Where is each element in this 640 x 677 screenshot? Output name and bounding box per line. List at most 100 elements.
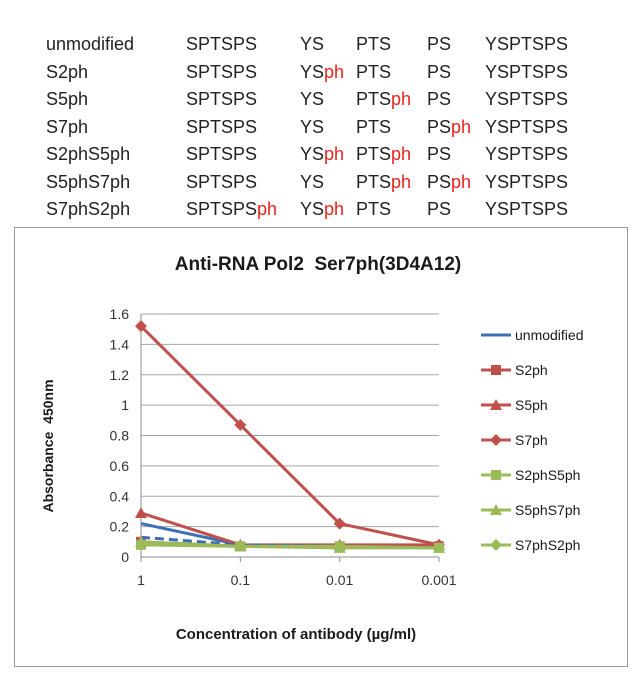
series-line <box>140 540 439 550</box>
data-point <box>135 320 147 333</box>
sequence-segment: YSPTSPS <box>485 144 569 164</box>
legend-entry: S2ph <box>481 362 548 378</box>
sequence-segment: YS <box>300 61 325 82</box>
peptide-row: unmodified SPTSPS YS PTS PS YSPTSPS <box>0 34 640 60</box>
legend-entry: S5phS7ph <box>481 502 580 518</box>
grid-lines <box>141 313 439 528</box>
peptide-name: S2phS5ph <box>46 144 131 164</box>
legend-label: S2ph <box>515 362 548 378</box>
sequence-segment: PTS <box>356 199 392 219</box>
sequence-segment: PTS <box>356 116 392 137</box>
y-tick-label: 0.4 <box>110 488 130 504</box>
legend-label: S5ph <box>515 397 548 413</box>
sequence-segment: YSPTSPS <box>485 116 569 137</box>
phospho-mark: ph <box>451 171 472 192</box>
peptide-row: S7ph SPTSPS YS PTS PS ph YSPTSPS <box>0 117 640 143</box>
phospho-mark: ph <box>391 144 412 164</box>
series-S7phS2ph <box>135 535 445 553</box>
peptide-name: S5ph <box>46 89 89 109</box>
sequence-segment: PTS <box>356 34 392 54</box>
legend-marker <box>490 539 502 551</box>
peptide-name: unmodified <box>46 34 135 54</box>
sequence-segment: YS <box>300 89 325 109</box>
x-axis-label: Concentration of antibody (µg/ml) <box>176 626 416 643</box>
legend-entry: S5ph <box>481 397 548 413</box>
data-point <box>433 541 445 553</box>
series-line <box>140 535 440 550</box>
phospho-mark: ph <box>451 116 472 137</box>
peptide-row: S5ph SPTSPS YS PTS ph PS YSPTSPS <box>0 89 640 115</box>
phospho-mark: ph <box>257 199 278 219</box>
x-tick-label: 0.01 <box>326 572 353 588</box>
sequence-segment: YSPTSPS <box>485 89 569 109</box>
peptide-name: S7phS2ph <box>46 199 131 219</box>
chart-title: Anti-RNA Pol2 Ser7ph(3D4A12) <box>175 254 461 275</box>
sequence-segment: YSPTSPS <box>485 61 569 82</box>
x-tick-label: 0.001 <box>421 572 456 588</box>
legend-label: S5phS7ph <box>515 502 580 518</box>
peptide-row: S2ph SPTSPS YS ph PTS PS YSPTSPS <box>0 62 640 88</box>
legend-marker <box>490 399 502 410</box>
series-line <box>140 511 439 547</box>
x-tick-label: 1 <box>137 572 145 588</box>
y-tick-label: 1.6 <box>110 306 130 322</box>
legend-entry: S2phS5ph <box>481 467 580 483</box>
sequence-segment: YSPTSPS <box>485 171 569 192</box>
phospho-mark: ph <box>324 199 345 219</box>
sequence-segment: PTS <box>356 61 392 82</box>
phospho-mark: ph <box>391 89 412 109</box>
sequence-segment: SPTSPS <box>186 34 258 54</box>
sequence-segment: SPTSPS <box>186 144 258 164</box>
y-tick-label: 0.2 <box>110 519 130 535</box>
data-point <box>234 540 247 552</box>
data-point <box>333 541 346 553</box>
y-tick-label: 0.8 <box>110 428 130 444</box>
phospho-mark: ph <box>324 144 345 164</box>
y-tick-label: 0 <box>121 549 129 565</box>
peptide-row: S7phS2ph SPTSPS ph YS ph PTS PS YSPTSPS <box>0 199 640 225</box>
legend-marker <box>490 434 502 446</box>
legend-label: S2phS5ph <box>515 467 580 483</box>
sequence-segment: YS <box>300 144 325 164</box>
data-point <box>135 535 147 547</box>
y-axis-label: Absorbance 450nm <box>40 379 56 512</box>
series-line <box>139 325 440 547</box>
sequence-segment: YS <box>300 199 325 219</box>
legend-entry: unmodified <box>481 327 584 343</box>
sequence-segment: PS <box>427 171 452 192</box>
series-layer <box>135 320 445 553</box>
y-tick-label: 1.4 <box>110 336 130 352</box>
sequence-segment: PS <box>427 89 452 109</box>
legend-label: unmodified <box>515 327 584 343</box>
y-tick-label: 0.6 <box>110 458 130 474</box>
sequence-segment: SPTSPS <box>186 171 258 192</box>
sequence-segment: PTS <box>356 89 392 109</box>
sequence-segment: SPTSPS <box>186 199 258 219</box>
sequence-segment: PS <box>427 34 452 54</box>
legend: unmodifiedS2phS5phS7phS2phS5phS5phS7phS7… <box>481 327 584 553</box>
sequence-segment: YSPTSPS <box>485 199 569 219</box>
peptide-name: S7ph <box>46 116 89 137</box>
peptide-sequence-table: unmodified SPTSPS YS PTS PS YSPTSPS S2ph SPTSPS… <box>0 0 640 225</box>
legend-marker <box>490 504 502 515</box>
data-point <box>135 506 147 518</box>
series-S2phS5ph <box>140 535 440 550</box>
sequence-segment: SPTSPS <box>186 89 258 109</box>
phospho-mark: ph <box>324 61 345 82</box>
peptide-row: S5phS7ph SPTSPS YS PTS ph PS ph YSPTSPS <box>0 172 640 198</box>
legend-entry: S7phS2ph <box>481 537 580 553</box>
peptide-row: S2phS5ph SPTSPS YS ph PTS ph PS YSPTSPS <box>0 144 640 170</box>
data-point <box>333 517 346 530</box>
sequence-segment: PS <box>427 144 452 164</box>
y-tick-label: 1 <box>121 397 129 413</box>
sequence-segment: SPTSPS <box>186 61 258 82</box>
sequence-segment: YSPTSPS <box>485 34 569 54</box>
chart-frame: Anti-RNA Pol2 Ser7ph(3D4A12) 0 0.2 0.4 0.6 0… <box>14 227 628 667</box>
sequence-segment: PS <box>427 116 452 137</box>
line-chart: Anti-RNA Pol2 Ser7ph(3D4A12) 0 0.2 0.4 0.6 0… <box>40 254 584 643</box>
sequence-segment: PS <box>427 199 452 219</box>
x-tick-label: 0.1 <box>231 572 251 588</box>
peptide-name: S2ph <box>46 61 89 82</box>
sequence-segment: YS <box>300 171 325 192</box>
legend-entry: S7ph <box>481 432 548 448</box>
